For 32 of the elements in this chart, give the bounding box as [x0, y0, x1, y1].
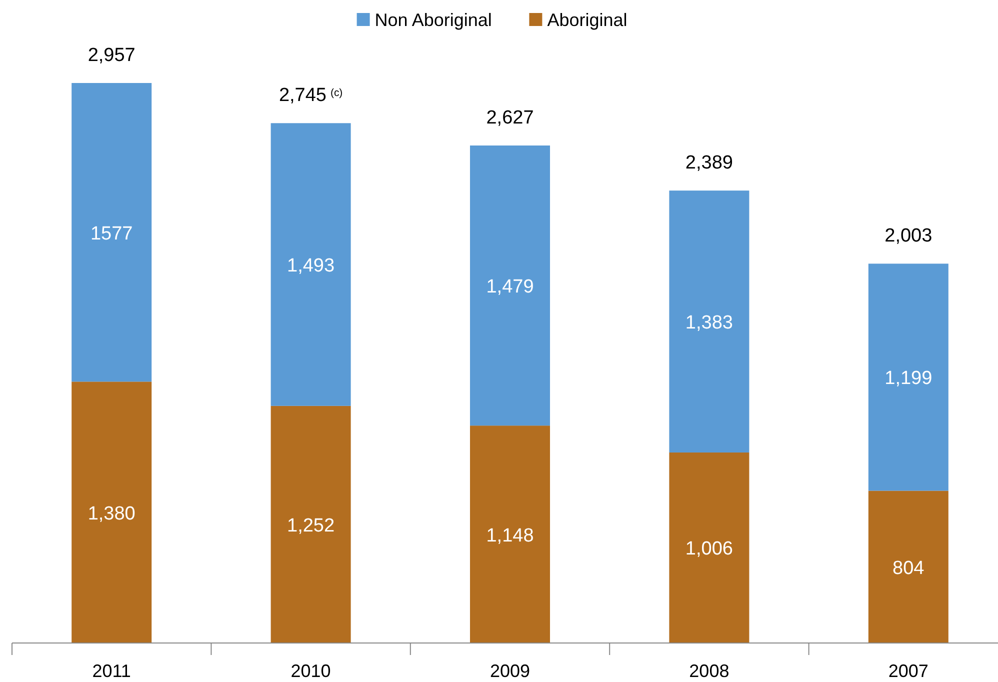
bar [72, 382, 152, 643]
data-label: 1,199 [884, 368, 932, 390]
bar [470, 145, 550, 426]
total-label: 2,627 [486, 107, 534, 128]
data-label: 1,479 [486, 276, 534, 298]
x-tick-label: 2010 [290, 661, 331, 681]
data-label: 1,006 [685, 538, 733, 560]
total-label: 2,389 [685, 152, 733, 174]
bar [72, 83, 152, 382]
total-label: 2,003 [884, 226, 932, 247]
x-tick-label: 2011 [92, 661, 131, 681]
bar [669, 452, 750, 643]
total-label: 2,745$^{(c)}$ [278, 85, 343, 106]
total-label: 2,957 [88, 45, 136, 66]
x-tick-label: 2007 [888, 661, 928, 681]
data-label: 1,383 [685, 312, 733, 334]
bar [669, 190, 750, 452]
x-tick-label: 2008 [689, 661, 730, 681]
data-label: 1,252 [287, 515, 335, 536]
data-label: 1577 [90, 223, 133, 244]
bar [270, 123, 351, 406]
legend-label: Aboriginal [547, 10, 628, 30]
data-label: 1,148 [486, 525, 534, 546]
data-label: 1,380 [88, 503, 136, 524]
bar [270, 406, 351, 643]
bar [868, 264, 948, 491]
legend-label: Non Aboriginal [374, 10, 492, 30]
x-tick-label: 2009 [490, 661, 530, 681]
data-label: 804 [892, 558, 925, 579]
bar [470, 426, 550, 643]
data-label: 1,493 [287, 256, 335, 277]
bar [868, 490, 948, 643]
